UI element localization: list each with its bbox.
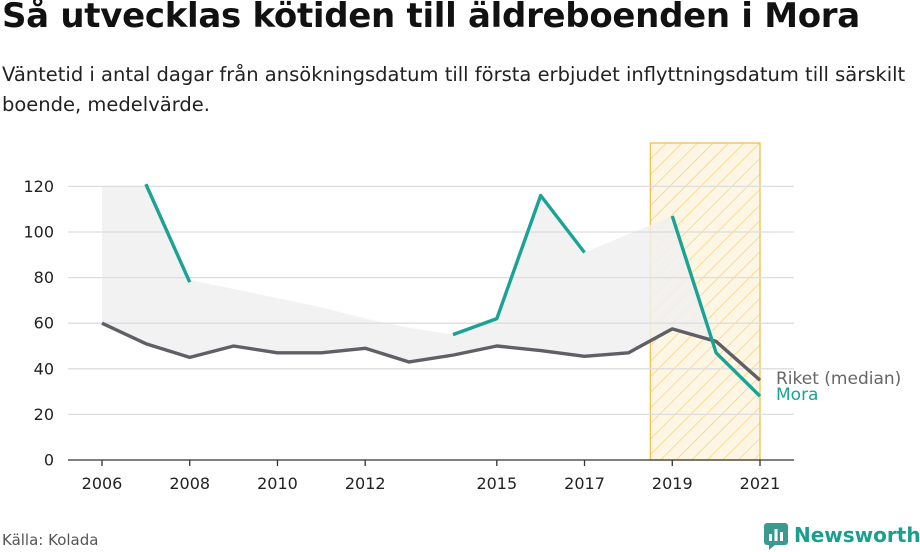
series-line-mora bbox=[452, 193, 586, 337]
brand-name: Newsworthy bbox=[794, 523, 920, 547]
x-tick-label: 2019 bbox=[652, 474, 693, 493]
y-tick-label: 80 bbox=[34, 268, 54, 287]
series-labels: Riket (median)Mora bbox=[776, 369, 901, 405]
range-band bbox=[102, 186, 760, 381]
series-label-riket: Riket (median) bbox=[776, 369, 901, 389]
source-note: Källa: Kolada bbox=[2, 531, 99, 549]
x-axis bbox=[68, 459, 794, 466]
y-tick-label: 20 bbox=[34, 405, 54, 424]
y-tick-label: 40 bbox=[34, 359, 54, 378]
y-tick-label: 100 bbox=[23, 223, 54, 242]
series-line-riket-median bbox=[101, 321, 762, 382]
newsworthy-logo-icon bbox=[764, 523, 788, 550]
series-line-mora bbox=[144, 183, 192, 283]
series-label-mora: Mora bbox=[776, 385, 818, 405]
grid-lines bbox=[68, 185, 794, 416]
y-tick-label: 60 bbox=[34, 314, 54, 333]
x-tick-label: 2017 bbox=[564, 474, 605, 493]
x-tick-label: 2021 bbox=[740, 474, 781, 493]
range-band-area bbox=[102, 186, 760, 381]
y-tick-label: 0 bbox=[44, 451, 54, 470]
x-tick-label: 2008 bbox=[169, 474, 210, 493]
x-tick-label: 2010 bbox=[257, 474, 298, 493]
chart-subtitle: Väntetid i antal dagar från ansökningsda… bbox=[2, 63, 906, 116]
newsworthy-logo: Newsworthy bbox=[764, 520, 920, 550]
series-lines bbox=[101, 183, 762, 398]
y-tick-label: 120 bbox=[23, 177, 54, 196]
series-line-mora bbox=[670, 215, 762, 398]
x-tick-label: 2012 bbox=[345, 474, 386, 493]
x-tick-labels: 2006 2008 2010 2012 2015 2017 2019 2021 bbox=[82, 474, 781, 493]
y-tick-labels: 0 20 40 60 80 100 120 bbox=[23, 177, 54, 470]
x-tick-label: 2006 bbox=[82, 474, 123, 493]
chart-title: Så utvecklas kötiden till äldreboenden i… bbox=[2, 0, 860, 36]
x-tick-label: 2015 bbox=[476, 474, 517, 493]
